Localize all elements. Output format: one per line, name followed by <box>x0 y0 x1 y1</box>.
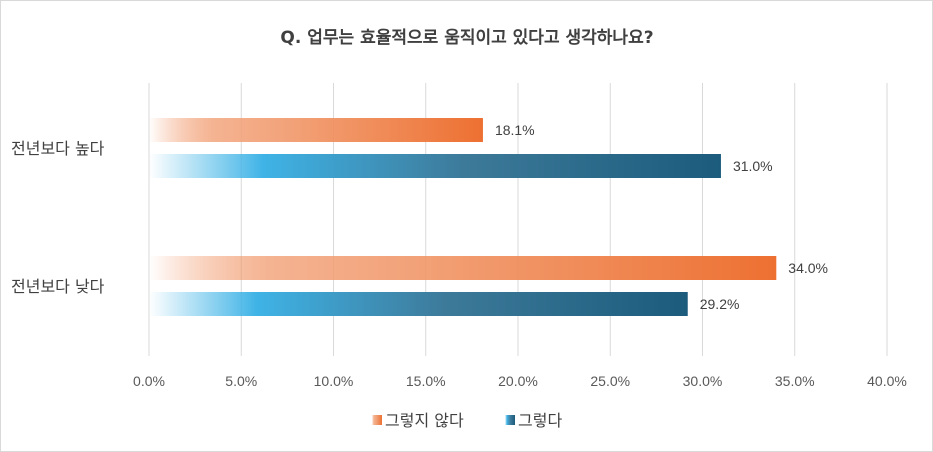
legend-label: 그렇다 <box>518 411 562 430</box>
legend-label: 그렇지 않다 <box>385 411 464 430</box>
category-label: 전년보다 낮다 <box>11 277 105 296</box>
chart-title: Q. 업무는 효율적으로 움직이고 있다고 생각하나요? <box>280 28 653 48</box>
bars <box>149 118 777 316</box>
bar <box>149 118 483 142</box>
x-tick-label: 5.0% <box>225 373 257 389</box>
data-label: 34.0% <box>788 260 828 276</box>
value-labels: 18.1% 31.0% 34.0% 29.2% <box>495 122 828 312</box>
x-tick-label: 30.0% <box>683 373 723 389</box>
x-tick-label: 10.0% <box>314 373 354 389</box>
x-axis-ticks: 0.0% 5.0% 10.0% 15.0% 20.0% 25.0% 30.0% 35.0% 40… <box>133 373 907 389</box>
x-tick-label: 20.0% <box>498 373 538 389</box>
x-tick-label: 25.0% <box>590 373 630 389</box>
data-label: 18.1% <box>495 122 535 138</box>
bar <box>149 256 777 280</box>
bar <box>149 154 721 178</box>
legend: 그렇지 않다 그렇다 <box>372 411 562 430</box>
x-tick-label: 0.0% <box>133 373 165 389</box>
bar <box>149 292 688 316</box>
x-tick-label: 40.0% <box>867 373 907 389</box>
data-label: 31.0% <box>733 158 773 174</box>
data-label: 29.2% <box>700 296 740 312</box>
x-tick-label: 35.0% <box>775 373 815 389</box>
legend-swatch <box>505 415 515 425</box>
legend-swatch <box>372 415 382 425</box>
x-tick-label: 15.0% <box>406 373 446 389</box>
category-label: 전년보다 높다 <box>11 139 105 158</box>
